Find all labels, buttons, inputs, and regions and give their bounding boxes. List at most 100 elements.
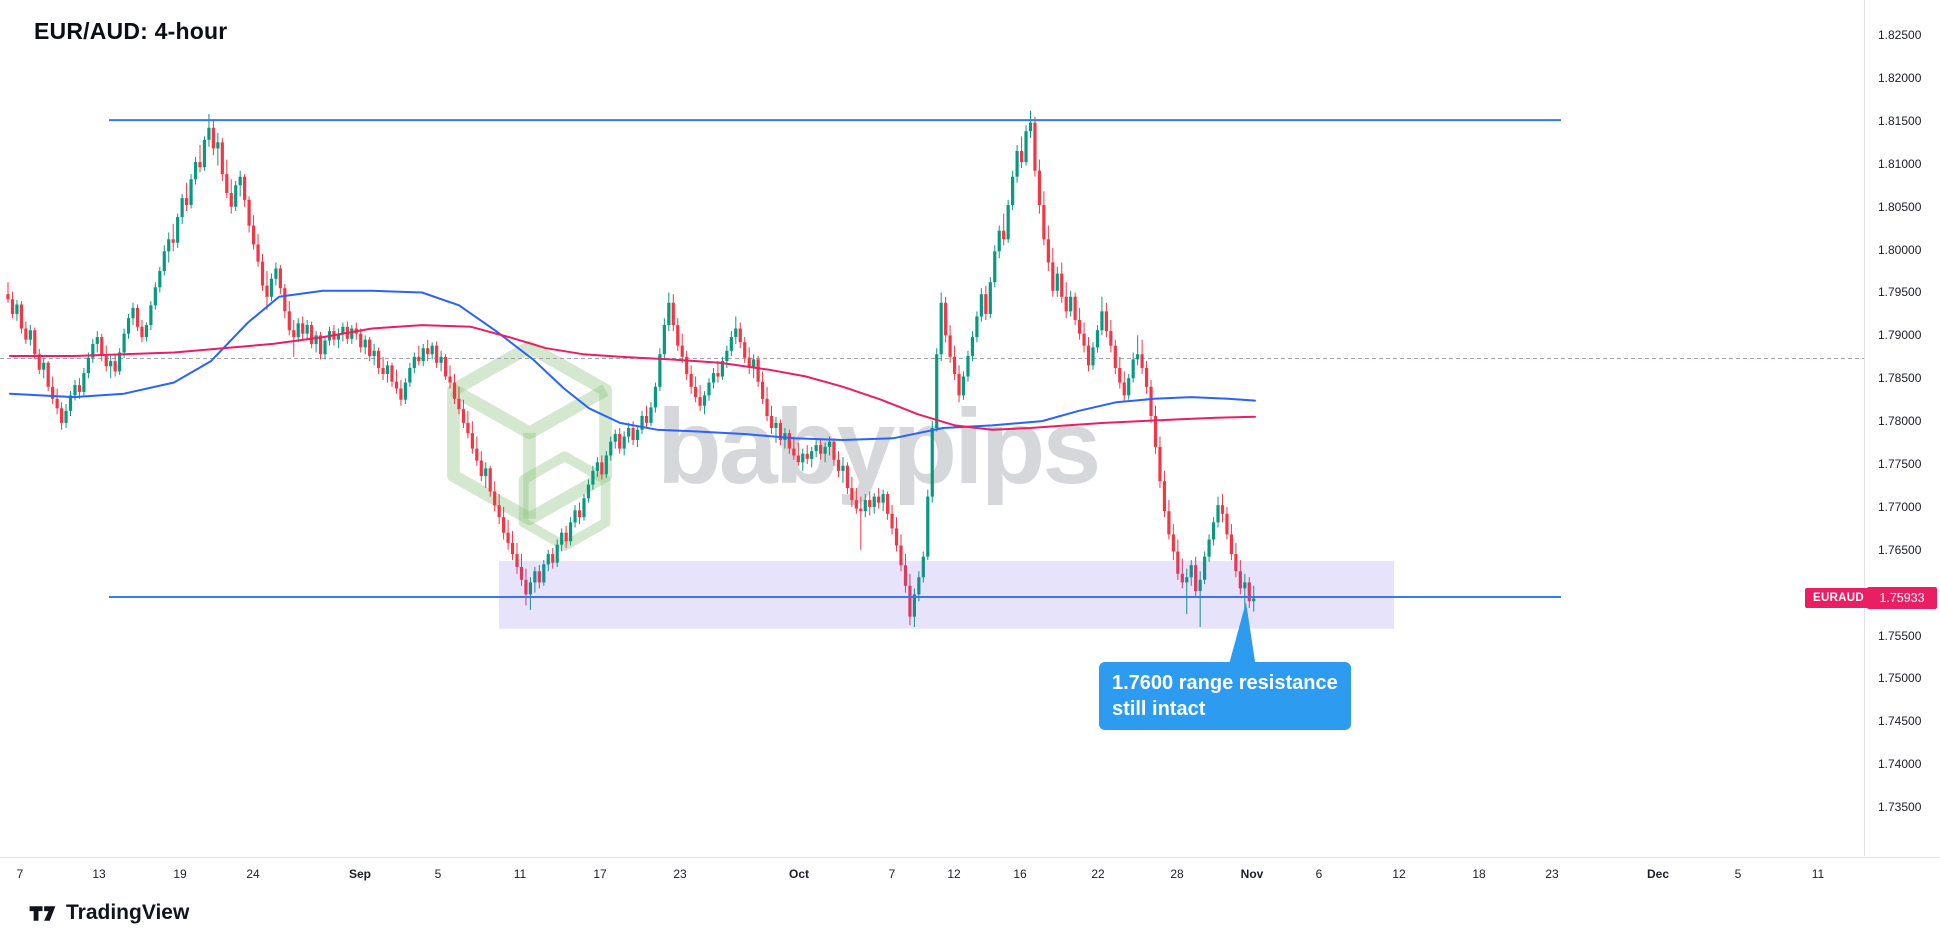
candle-body (890, 513, 894, 529)
candle-body (1162, 481, 1167, 512)
candle-body (42, 362, 46, 370)
candle-body (1234, 554, 1238, 572)
candle-body (1060, 273, 1064, 297)
candle-body (439, 356, 443, 363)
candle-body (894, 528, 899, 546)
candle-body (278, 268, 282, 289)
time-tick-label: 13 (92, 867, 106, 881)
range-zone[interactable] (499, 560, 1394, 629)
candle-body (823, 446, 827, 454)
annotation-line-2: still intact (1112, 698, 1206, 720)
candle-body (296, 323, 300, 338)
candle-body (519, 566, 524, 580)
time-tick-label: 24 (246, 867, 260, 881)
candle-body (1194, 565, 1198, 591)
candle-body (609, 441, 613, 456)
candle-body (662, 325, 666, 355)
time-tick-label: 5 (434, 867, 442, 881)
price-axis[interactable]: 1.75933 1.82500 1.82000 1.81500 1.81000 1.80… (1864, 0, 1940, 856)
candle-body (381, 367, 385, 374)
candle-body (394, 381, 399, 389)
candle-body (484, 468, 488, 477)
candle-body (1073, 296, 1077, 320)
price-tick-label: 1.81000 (1878, 156, 1922, 171)
price-tick-label: 1.73500 (1878, 800, 1922, 815)
candle-body (765, 398, 769, 416)
candle-body (627, 428, 631, 437)
footer: TradingView (28, 901, 189, 925)
candle-body (537, 571, 541, 583)
candle-body (180, 198, 184, 218)
candle-body (760, 381, 765, 399)
candle-body (1203, 556, 1207, 580)
candle-body (493, 491, 497, 506)
candle-body (251, 225, 256, 245)
candle-body (756, 359, 760, 382)
candle-body (720, 361, 724, 377)
price-tick-label: 1.80000 (1878, 242, 1922, 257)
time-tick-label: 28 (1170, 867, 1184, 881)
candle-body (560, 532, 564, 545)
candle-body (131, 307, 135, 319)
price-tick-label: 1.77500 (1878, 457, 1922, 472)
candle-body (649, 407, 653, 423)
candle-body (122, 333, 126, 353)
candle-body (952, 356, 957, 374)
candle-body (202, 139, 207, 168)
candle-body (528, 582, 533, 595)
candle-body (725, 350, 729, 362)
candle-body (305, 325, 309, 334)
candle-body (1167, 511, 1171, 535)
candle-body (158, 271, 162, 288)
time-tick-label: 7 (16, 867, 24, 881)
candle-body (939, 302, 943, 355)
candles-series[interactable] (6, 110, 1256, 627)
candle-body (604, 455, 608, 475)
candle-body (368, 339, 372, 356)
annotation-callout[interactable]: 1.7600 range resistance still intact (1099, 662, 1351, 730)
candle-body (832, 441, 836, 460)
candle-body (729, 337, 733, 351)
candle-body (399, 388, 403, 400)
candle-body (10, 299, 15, 314)
candle-body (1086, 345, 1091, 366)
candle-body (618, 434, 622, 449)
time-tick-label: 7 (888, 867, 896, 881)
candle-body (944, 302, 948, 336)
candle-body (845, 465, 850, 489)
candle-body (921, 556, 925, 578)
ma-blue-line[interactable] (9, 289, 1256, 441)
candle-body (814, 445, 818, 452)
ma-pink-line[interactable] (9, 324, 1256, 431)
tradingview-brand[interactable]: TradingView (66, 901, 190, 924)
price-tick-label: 1.78000 (1878, 414, 1922, 429)
candle-body (140, 326, 144, 338)
candle-body (1140, 354, 1144, 368)
candle-body (752, 359, 756, 368)
candle-body (15, 304, 19, 314)
price-tick-label: 1.79500 (1878, 285, 1922, 300)
candle-body (707, 382, 711, 396)
time-axis[interactable]: 7 13 19 24 Sep 5 11 17 23 Oct 7 12 16 22 28 Nov 6 12 18 23 D… (0, 857, 1940, 896)
candle-body (917, 577, 921, 595)
candle-body (801, 453, 805, 463)
candle-body (502, 517, 506, 533)
candle-body (234, 185, 238, 207)
time-tick-label: 11 (1811, 867, 1825, 881)
candle-body (1171, 534, 1175, 552)
candle-body (685, 356, 689, 374)
candle-body (912, 594, 916, 617)
candle-body (506, 532, 510, 543)
candle-body (153, 287, 157, 306)
candle-body (274, 268, 278, 279)
candle-body (667, 302, 671, 326)
candle-body (310, 325, 314, 344)
candle-body (1019, 150, 1024, 163)
candle-body (787, 433, 791, 449)
candle-body (524, 579, 528, 595)
candlestick-chart[interactable] (0, 0, 1864, 856)
candle-body (225, 174, 229, 193)
tradingview-logo-icon[interactable] (28, 902, 57, 925)
candle-body (408, 367, 412, 383)
candle-body (185, 198, 189, 205)
